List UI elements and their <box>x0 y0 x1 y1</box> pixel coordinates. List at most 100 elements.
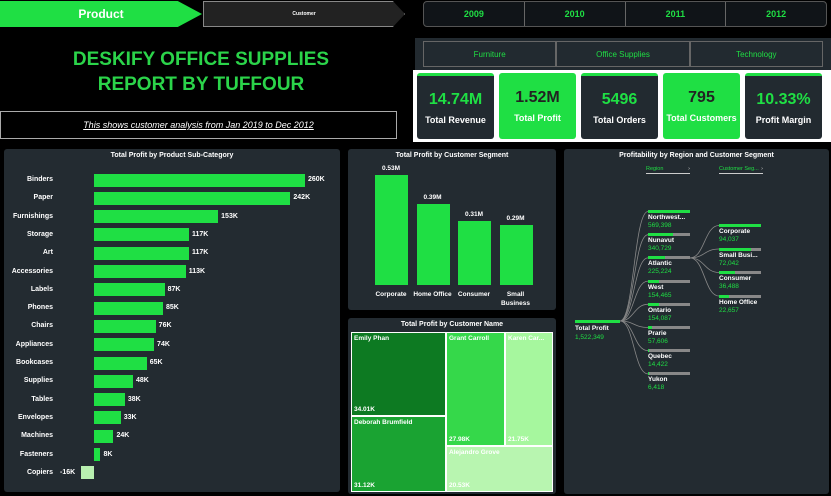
segment-node-fill <box>719 224 761 227</box>
subcategory-bar[interactable] <box>94 393 125 406</box>
subcategory-label: Fasteners <box>4 451 53 458</box>
product-tab-label: Product <box>78 7 123 21</box>
segment-node-name: Small Busi... <box>719 252 758 259</box>
kpi-value: 10.33% <box>756 91 810 109</box>
subcategory-label: Envelopes <box>4 414 53 421</box>
subcategory-value-label: 76K <box>159 322 172 329</box>
kpi-value: 1.52M <box>515 89 559 107</box>
segment-bar[interactable] <box>458 221 491 285</box>
treemap-tile[interactable]: Alejandro Grove 20.53K <box>446 446 553 492</box>
year-2009-button[interactable]: 2009 <box>424 2 525 26</box>
subcategory-bar[interactable] <box>94 411 121 424</box>
subcategory-label: Copiers <box>4 469 53 476</box>
segment-bar[interactable] <box>375 175 408 285</box>
segment-connector <box>690 258 719 296</box>
subcategory-bar[interactable] <box>94 228 189 241</box>
subcategory-bar[interactable] <box>94 338 154 351</box>
region-node-bar[interactable] <box>648 256 690 259</box>
region-node-bar[interactable] <box>648 303 690 306</box>
kpi-strip: 14.74M Total Revenue 1.52M Total Profit 54… <box>413 70 831 142</box>
segment-node-bar[interactable] <box>719 271 761 274</box>
subcategory-label: Binders <box>4 176 53 183</box>
region-node-value: 569,398 <box>648 222 672 229</box>
segment-category-label: Consumer <box>454 290 494 299</box>
treemap-tile[interactable]: Karen Car... 21.75K <box>505 332 553 446</box>
region-node-name: Atlantic <box>648 260 672 267</box>
subcategory-bar[interactable] <box>94 448 100 461</box>
subcategory-value-label: 24K <box>116 432 129 439</box>
subcategory-bar[interactable] <box>94 192 290 205</box>
region-node-bar[interactable] <box>648 233 690 236</box>
subcategory-bar[interactable] <box>94 302 163 315</box>
root-node-value: 1,522,349 <box>575 334 604 341</box>
region-node-bar[interactable] <box>648 372 690 375</box>
category-office-supplies-button[interactable]: Office Supplies <box>556 41 689 67</box>
subcategory-value-label: 260K <box>308 176 325 183</box>
region-connector <box>620 281 648 321</box>
segment-node-name: Corporate <box>719 228 750 235</box>
subcategory-bar[interactable] <box>94 210 218 223</box>
treemap-tile-name: Alejandro Grove <box>449 449 500 456</box>
root-node-bar[interactable] <box>575 320 620 323</box>
chart-title: Total Profit by Customer Segment <box>348 152 556 159</box>
subcategory-value-label: 8K <box>103 451 112 458</box>
subcategory-label: Furnishings <box>4 213 53 220</box>
subcategory-value-label: 38K <box>128 396 141 403</box>
region-node-bar[interactable] <box>648 280 690 283</box>
year-2011-button[interactable]: 2011 <box>626 2 727 26</box>
subcategory-bar[interactable] <box>94 430 113 443</box>
chart-title: Total Profit by Product Sub-Category <box>4 152 340 159</box>
region-node-bar[interactable] <box>648 349 690 352</box>
subcategory-bar[interactable] <box>81 466 94 479</box>
segment-node-bar[interactable] <box>719 295 761 298</box>
segment-node-value: 94,037 <box>719 236 739 243</box>
region-node-value: 225,224 <box>648 268 672 275</box>
region-node-fill <box>648 326 652 329</box>
category-technology-button[interactable]: Technology <box>690 41 823 67</box>
segment-connector <box>690 258 719 273</box>
customer-page-tab[interactable]: Customer <box>203 1 405 27</box>
product-page-tab[interactable]: Product <box>0 1 202 27</box>
region-node-name: West <box>648 284 663 291</box>
treemap-tile[interactable]: Deborah Brumfield 31.12K <box>351 416 446 492</box>
subcategory-label: Chairs <box>4 322 53 329</box>
kpi-total-profit: 1.52M Total Profit <box>499 73 576 139</box>
region-node-bar[interactable] <box>648 210 690 213</box>
subcategory-bar[interactable] <box>94 357 147 370</box>
region-node-value: 154,087 <box>648 315 672 322</box>
subcategory-bar[interactable] <box>94 265 186 278</box>
treemap-tile-value: 27.98K <box>449 436 470 443</box>
subcategory-label: Art <box>4 249 53 256</box>
kpi-profit-margin: 10.33% Profit Margin <box>745 73 822 139</box>
report-subtitle-box: This shows customer analysis from Jan 20… <box>0 111 397 139</box>
year-2010-button[interactable]: 2010 <box>525 2 626 26</box>
subcategory-bar[interactable] <box>94 320 156 333</box>
segment-bar[interactable] <box>500 225 533 285</box>
segment-node-bar[interactable] <box>719 224 761 227</box>
region-connector <box>620 235 648 321</box>
region-node-value: 340,729 <box>648 245 672 252</box>
category-furniture-button[interactable]: Furniture <box>423 41 556 67</box>
profit-by-customer-treemap: Total Profit by Customer Name Emily Phan… <box>348 318 556 494</box>
subcategory-value-label: 33K <box>124 414 137 421</box>
subcategory-bar[interactable] <box>94 174 305 187</box>
treemap-tile[interactable]: Grant Carroll 27.98K <box>446 332 505 446</box>
subcategory-label: Machines <box>4 432 53 439</box>
kpi-label: Total Orders <box>593 115 646 125</box>
subcategory-value-label: 74K <box>157 341 170 348</box>
treemap-tile[interactable]: Emily Phan 34.01K <box>351 332 446 416</box>
subcategory-bar[interactable] <box>94 283 165 296</box>
subcategory-label: Bookcases <box>4 359 53 366</box>
segment-node-value: 72,042 <box>719 260 739 267</box>
segment-node-bar[interactable] <box>719 248 761 251</box>
segment-category-label: Corporate <box>371 290 411 299</box>
segment-bar[interactable] <box>417 204 450 285</box>
kpi-value: 5496 <box>602 91 638 109</box>
subcategory-bar[interactable] <box>94 247 189 260</box>
year-2012-button[interactable]: 2012 <box>726 2 826 26</box>
segment-value-label: 0.31M <box>457 211 491 218</box>
profit-by-subcategory-chart: Total Profit by Product Sub-Category Bin… <box>4 149 340 492</box>
subcategory-value-label: 117K <box>192 249 208 256</box>
subcategory-bar[interactable] <box>94 375 133 388</box>
region-node-bar[interactable] <box>648 326 690 329</box>
